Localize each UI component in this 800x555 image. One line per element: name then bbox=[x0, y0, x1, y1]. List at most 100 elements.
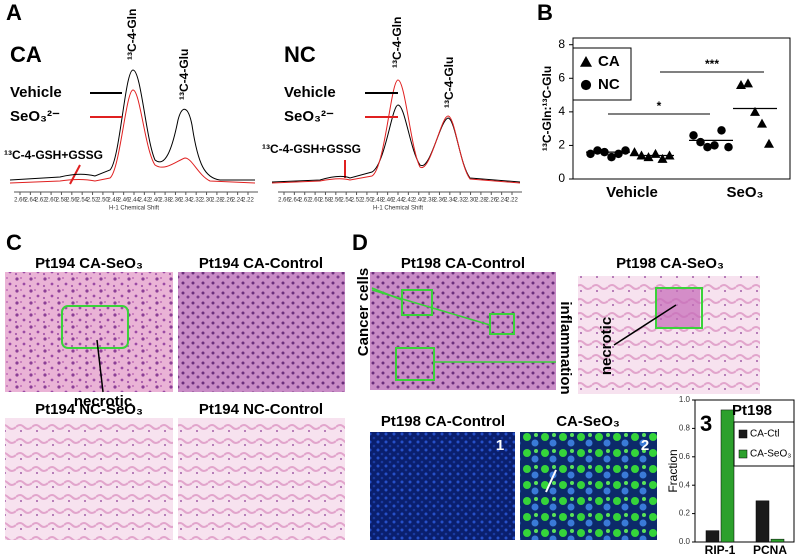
y-tick-label: 4 bbox=[558, 104, 565, 118]
x-tick-label: RIP-1 bbox=[705, 543, 736, 555]
y-tick-label: 0.6 bbox=[679, 452, 691, 461]
bar bbox=[770, 538, 785, 543]
x-tick-label: 2.44 bbox=[392, 198, 404, 204]
y-tick-label: 0.4 bbox=[679, 480, 691, 489]
spectrum-vehicle bbox=[271, 104, 521, 183]
x-tick-label: 2.48 bbox=[371, 198, 383, 204]
bar bbox=[705, 530, 720, 543]
legend-label: CA-SeO₃ bbox=[750, 449, 791, 460]
plot-frame bbox=[572, 37, 791, 180]
shoulder-label: ¹³C-4-GSH+GSSG bbox=[262, 142, 361, 156]
highlight-box bbox=[401, 289, 433, 316]
histology-image bbox=[5, 272, 173, 392]
x-tick-label: 2.36 bbox=[170, 198, 182, 204]
panel-label: D bbox=[352, 230, 368, 255]
peak-label: ¹³C-4-Glu bbox=[177, 49, 191, 100]
necrotic-area bbox=[655, 288, 700, 328]
legend-label: SeO₃²⁻ bbox=[284, 108, 334, 125]
y-tick-label: 1.0 bbox=[679, 395, 691, 404]
image-title: CA-SeO₃ bbox=[556, 413, 620, 430]
annotation: Cancer cells bbox=[355, 268, 372, 356]
image-title: Pt198 CA-Control bbox=[401, 255, 525, 272]
image-title: Pt194 NC-SeO₃ bbox=[35, 401, 143, 418]
x-tick-label: PCNA bbox=[753, 543, 787, 555]
y-tick-label: 0.8 bbox=[679, 424, 691, 433]
legend-label: NC bbox=[598, 76, 620, 93]
legend-label: CA bbox=[598, 53, 620, 70]
x-tick-label: 2.54 bbox=[76, 198, 88, 204]
legend-label: Vehicle bbox=[284, 84, 336, 101]
x-tick-label: 2.40 bbox=[149, 198, 161, 204]
significance-label: *** bbox=[705, 57, 719, 71]
x-tick-label: 2.32 bbox=[454, 198, 466, 204]
x-tick-label: 2.24 bbox=[232, 198, 244, 204]
x-tick-label: 2.64 bbox=[25, 198, 37, 204]
image-title: Pt194 NC-Control bbox=[199, 401, 323, 418]
highlight-box bbox=[655, 287, 703, 329]
spectrum-seo3 bbox=[271, 79, 521, 184]
image-number: 2 bbox=[641, 437, 649, 454]
x-tick-label: 2.44 bbox=[128, 198, 140, 204]
x-tick-label: 2.60 bbox=[45, 198, 57, 204]
x-tick-label: 2.58 bbox=[56, 198, 68, 204]
x-tick-label: 2.34 bbox=[444, 198, 456, 204]
legend-swatch bbox=[738, 449, 748, 459]
x-tick-label: Vehicle bbox=[606, 184, 658, 201]
x-tick-label: SeO₃ bbox=[727, 184, 764, 201]
panel-label: A bbox=[6, 0, 22, 25]
fluorescence-image bbox=[520, 432, 657, 540]
histology-image bbox=[178, 272, 345, 392]
y-tick-label: 6 bbox=[558, 70, 565, 84]
circle-point bbox=[710, 141, 719, 150]
x-tick-label: 2.50 bbox=[361, 198, 373, 204]
triangle-point bbox=[650, 148, 661, 158]
highlight-box bbox=[61, 305, 129, 349]
chart-number: 3 bbox=[700, 411, 712, 436]
circle-point bbox=[689, 131, 698, 140]
x-tick-label: 2.42 bbox=[139, 198, 151, 204]
x-tick-label: 2.56 bbox=[66, 198, 78, 204]
x-tick-label: 2.30 bbox=[465, 198, 477, 204]
triangle-point bbox=[750, 106, 760, 116]
x-tick-label: 2.34 bbox=[180, 198, 192, 204]
histology-image bbox=[178, 418, 345, 540]
legend-frame bbox=[733, 421, 795, 467]
y-axis-label: Fraction bbox=[666, 449, 680, 492]
x-tick-label: 2.32 bbox=[190, 198, 202, 204]
y-tick-label: 8 bbox=[558, 37, 565, 51]
x-tick-label: 2.42 bbox=[403, 198, 415, 204]
x-tick-label: 2.26 bbox=[485, 198, 497, 204]
image-title: Pt194 CA-Control bbox=[199, 255, 323, 272]
x-tick-label: 2.40 bbox=[413, 198, 425, 204]
pointer bbox=[371, 289, 491, 326]
x-tick-label: 2.38 bbox=[159, 198, 171, 204]
legend-label: CA-Ctl bbox=[750, 429, 779, 440]
circle-point bbox=[580, 79, 592, 91]
circle-point bbox=[717, 126, 726, 135]
circle-point bbox=[621, 146, 630, 155]
highlight-box bbox=[395, 347, 435, 381]
peak-label: ¹³C-4-Glu bbox=[442, 57, 456, 108]
triangle-point bbox=[764, 138, 774, 148]
x-tick-label: 2.22 bbox=[506, 198, 518, 204]
shoulder-label: ¹³C-4-GSH+GSSG bbox=[4, 148, 103, 162]
x-tick-label: 2.52 bbox=[87, 198, 99, 204]
significance-label: * bbox=[657, 99, 662, 113]
legend-label: SeO₃²⁻ bbox=[10, 108, 60, 125]
x-tick-label: 2.46 bbox=[118, 198, 130, 204]
triangle-point bbox=[743, 78, 753, 88]
fluorescence-image bbox=[370, 432, 515, 540]
circle-point bbox=[703, 142, 712, 152]
x-tick-label: 2.62 bbox=[35, 198, 47, 204]
x-tick-label: 2.26 bbox=[221, 198, 233, 204]
circle-point bbox=[607, 152, 616, 162]
x-tick-label: 2.64 bbox=[289, 198, 301, 204]
legend-swatch bbox=[738, 429, 748, 439]
x-tick-label: 2.46 bbox=[382, 198, 394, 204]
x-tick-label: 2.56 bbox=[330, 198, 342, 204]
bar bbox=[755, 500, 770, 543]
peak-label: ¹³C-4-Gln bbox=[125, 9, 139, 60]
histology-image bbox=[370, 272, 556, 390]
histology-image bbox=[5, 418, 173, 540]
